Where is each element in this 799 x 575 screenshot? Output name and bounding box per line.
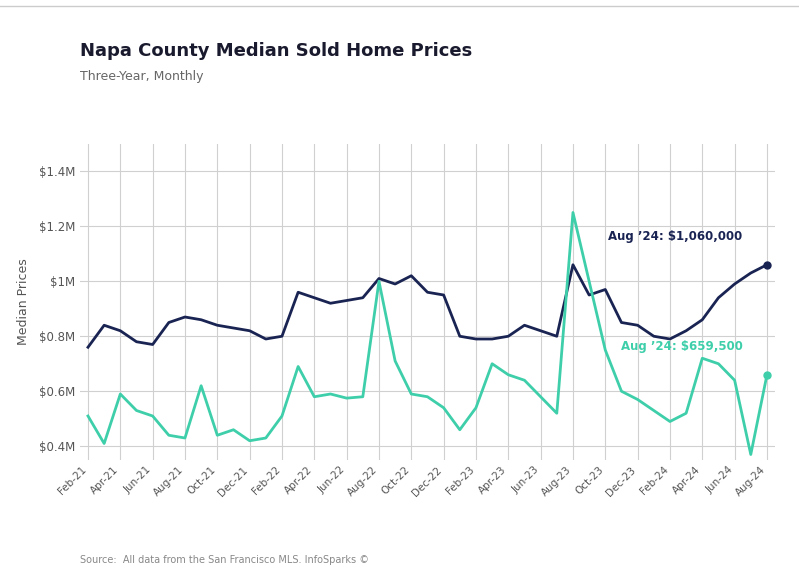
Text: Source:  All data from the San Francisco MLS. InfoSparks ©: Source: All data from the San Francisco … xyxy=(80,555,369,565)
Legend: Single-Family Home, Condo: Single-Family Home, Condo xyxy=(288,571,566,575)
Text: Three-Year, Monthly: Three-Year, Monthly xyxy=(80,70,204,83)
Text: Napa County Median Sold Home Prices: Napa County Median Sold Home Prices xyxy=(80,43,472,60)
Y-axis label: Median Prices: Median Prices xyxy=(18,259,30,345)
Text: Aug ’24: $1,060,000: Aug ’24: $1,060,000 xyxy=(609,230,743,243)
Text: Aug ’24: $659,500: Aug ’24: $659,500 xyxy=(621,340,743,353)
